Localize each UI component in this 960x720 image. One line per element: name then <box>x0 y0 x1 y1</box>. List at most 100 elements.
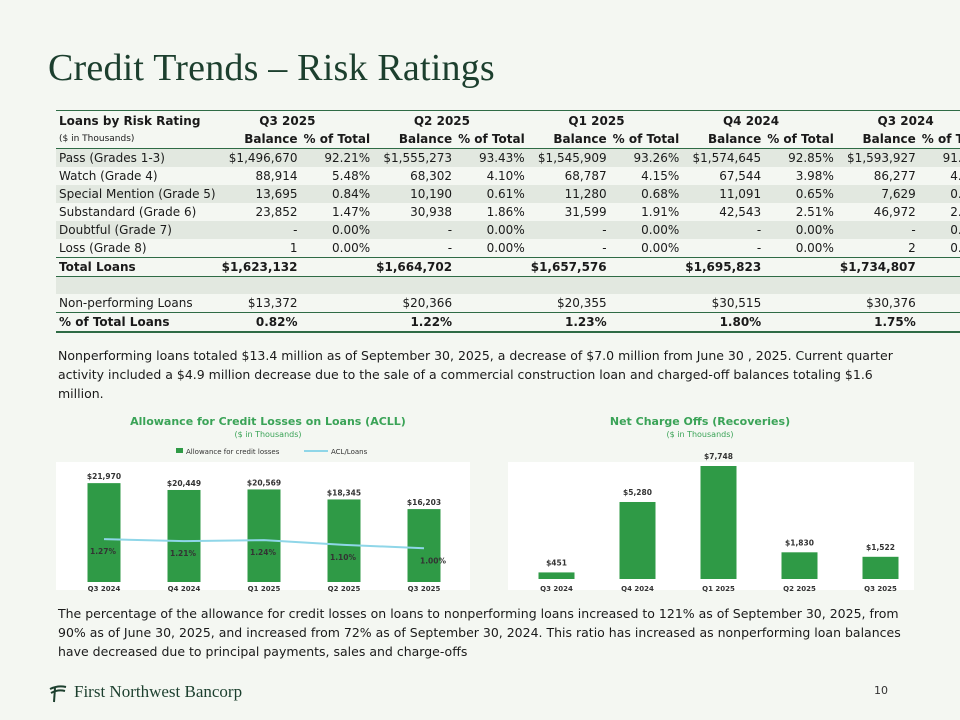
table-row: Loss (Grade 8) 1 0.00% - 0.00% - 0.00% - 0.00% 2 0… <box>56 239 960 258</box>
header-row-columns: ($ in Thousands) Balance % of Total Bala… <box>56 130 960 149</box>
cell: $1,734,807 <box>836 257 919 277</box>
cell: $1,695,823 <box>682 257 765 277</box>
period-header: Q4 2024 <box>682 110 837 130</box>
company-name: First Northwest Bancorp <box>74 682 243 701</box>
acl-ratio-line <box>103 538 425 550</box>
x-tick-label: Q2 2025 <box>328 585 361 593</box>
cell: 13,695 <box>218 185 301 203</box>
acll-bar-label: $20,449 <box>167 479 201 488</box>
row-label: Special Mention (Grade 5) <box>56 185 219 203</box>
cell: $1,657,576 <box>527 257 610 277</box>
cell: $1,555,273 <box>373 148 456 167</box>
cell: $1,623,132 <box>218 257 301 277</box>
cell: 3.98% <box>795 169 834 183</box>
cell: 2.51% <box>795 205 834 219</box>
paragraph-npl: Nonperforming loans totaled $13.4 millio… <box>58 348 893 401</box>
nco-bar-label: $7,748 <box>704 452 733 461</box>
col-pct: % of Total <box>300 130 374 149</box>
col-balance: Balance <box>682 130 765 149</box>
cell: 92.21% <box>300 148 374 167</box>
row-label: Doubtful (Grade 7) <box>56 221 219 239</box>
npl-row: Non-performing Loans $13,372 $20,366 $20… <box>56 294 960 313</box>
cell: 1.22% <box>373 312 456 333</box>
cell: - <box>756 241 762 255</box>
nco-bar <box>538 572 575 579</box>
x-tick-label: Q4 2024 <box>621 585 654 593</box>
acl-ratio-label: 1.00% <box>420 556 447 565</box>
cell: 93.43% <box>455 148 528 167</box>
cell: 4.97% <box>950 169 960 183</box>
cell: 7,629 <box>836 185 919 203</box>
x-tick-label: Q3 2024 <box>540 585 573 593</box>
acll-bar <box>247 489 281 582</box>
row-label: Total Loans <box>56 257 219 277</box>
cell: 2.71% <box>950 205 960 219</box>
cell: $1,545,909 <box>527 148 610 167</box>
cell: 0.00% <box>609 221 683 239</box>
col-pct: % of Total <box>455 130 528 149</box>
cell: 30,938 <box>410 205 453 219</box>
cell: 0.44% <box>918 185 960 203</box>
cell: 67,544 <box>719 169 762 183</box>
table-row: Special Mention (Grade 5) 13,695 0.84% 10,1… <box>56 185 960 203</box>
acll-bar <box>167 489 201 582</box>
logo-mark-icon <box>49 685 67 703</box>
cell: $20,366 <box>402 296 453 310</box>
col-balance: Balance <box>836 130 919 149</box>
page-title: Credit Trends – Risk Ratings <box>48 47 495 89</box>
acl-ratio-label: 1.24% <box>250 548 277 557</box>
cell: 91.88% <box>918 148 960 167</box>
cell: - <box>836 221 919 239</box>
cell: 46,972 <box>873 205 916 219</box>
nco-bar <box>619 501 656 579</box>
cell: 1 <box>289 241 298 255</box>
cell: 0.00% <box>795 241 834 255</box>
cell: 0.65% <box>764 185 837 203</box>
cell: 1.91% <box>641 205 680 219</box>
units-label: ($ in Thousands) <box>56 130 219 149</box>
cell: 0.84% <box>300 185 374 203</box>
nco-bar <box>781 552 818 579</box>
cell: $13,372 <box>247 296 298 310</box>
row-label: Pass (Grades 1-3) <box>56 148 219 167</box>
nco-bar-label: $1,522 <box>866 543 895 552</box>
row-label: Non-performing Loans <box>59 296 193 310</box>
cell: 0.82% <box>218 312 301 333</box>
page-number: 10 <box>874 684 888 697</box>
col-balance: Balance <box>527 130 610 149</box>
cell: 23,852 <box>255 205 298 219</box>
row-label: % of Total Loans <box>56 312 219 333</box>
row-label: Loss (Grade 8) <box>59 241 147 255</box>
cell: $1,574,645 <box>682 148 765 167</box>
nco-bar <box>700 466 737 579</box>
cell: 5.48% <box>332 169 371 183</box>
legend-swatch-bar <box>176 448 183 453</box>
cell: 88,914 <box>255 169 298 183</box>
nco-bar-label: $1,830 <box>785 538 814 547</box>
cell: 4.10% <box>486 169 525 183</box>
nco-bar <box>862 556 899 579</box>
cell: $1,593,927 <box>836 148 919 167</box>
cell: - <box>373 221 456 239</box>
period-header: Q2 2025 <box>373 110 528 130</box>
chart-title: Allowance for Credit Losses on Loans (AC… <box>130 415 406 428</box>
cell: 0.00% <box>300 221 374 239</box>
col-pct: % of Total <box>609 130 683 149</box>
col-pct: % of Total <box>918 130 960 149</box>
cell: $20,355 <box>557 296 607 310</box>
table-row: Substandard (Grade 6) 23,852 1.47% 30,938 1.… <box>56 203 960 221</box>
risk-rating-table: Loans by Risk Rating Q3 2025 Q2 2025 Q1 … <box>56 110 960 333</box>
nco-bar-label: $5,280 <box>623 488 652 497</box>
cell: 0.00% <box>332 241 371 255</box>
acll-bar-label: $18,345 <box>327 488 361 497</box>
row-label: Substandard (Grade 6) <box>59 205 197 219</box>
acll-bar-label: $20,569 <box>247 478 281 487</box>
period-header: Q1 2025 <box>527 110 683 130</box>
table-row: Pass (Grades 1-3) $1,496,670 92.21% $1,555,… <box>56 148 960 167</box>
cell: $30,376 <box>866 296 916 310</box>
cell: $30,515 <box>711 296 762 310</box>
total-loans-row: Total Loans $1,623,132 $1,664,702 $1,657… <box>56 257 960 277</box>
cell: 42,543 <box>719 205 762 219</box>
acll-bar-label: $16,203 <box>407 498 441 507</box>
acl-ratio-label: 1.21% <box>170 549 197 558</box>
